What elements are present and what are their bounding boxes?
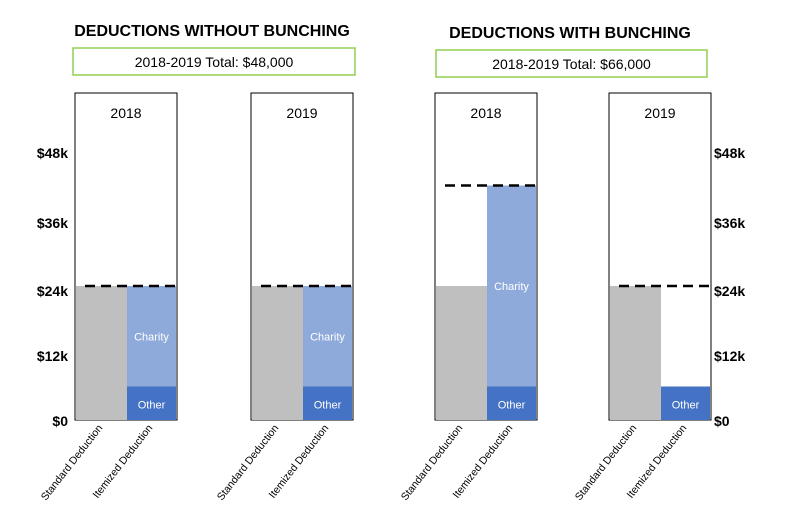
itemized-charity-bar-1-2018 [127, 286, 176, 387]
panel-year-1-2019: 2019 [286, 105, 317, 121]
chart-title-1: DEDUCTIONS WITHOUT BUNCHING [74, 23, 350, 40]
y-tick-left-36: $36k [37, 215, 68, 231]
y-tick-right-24: $24k [714, 283, 745, 299]
y-tick-right-48: $48k [714, 145, 745, 161]
chart-title-2: DEDUCTIONS WITH BUNCHING [449, 25, 691, 42]
segment-label-charity-1-2018: Charity [134, 331, 169, 343]
itemized-other-bar-2-2018 [487, 386, 536, 420]
panel-year-1-2018: 2018 [110, 105, 141, 121]
itemized-charity-bar-2-2018 [487, 185, 536, 387]
standard-bar-1-2019 [252, 286, 303, 420]
y-tick-left-12: $12k [37, 348, 68, 364]
itemized-other-bar-1-2019 [303, 386, 352, 420]
y-tick-left-0: $0 [52, 413, 68, 429]
itemized-charity-bar-1-2019 [303, 286, 352, 387]
segment-label-other-1-2019: Other [314, 399, 342, 411]
total-label-2: 2018-2019 Total: $66,000 [492, 56, 651, 72]
standard-bar-1-2018 [76, 286, 127, 420]
total-box-2 [435, 49, 708, 78]
segment-label-other-2-2019: Other [672, 399, 700, 411]
segment-label-charity-1-2019: Charity [310, 331, 345, 343]
segment-label-charity-2-2018: Charity [494, 281, 529, 293]
standard-bar-2-2019 [610, 286, 661, 420]
panel-year-2-2019: 2019 [644, 105, 675, 121]
total-box-1 [72, 47, 356, 76]
panel-year-2-2018: 2018 [470, 105, 501, 121]
y-tick-right-36: $36k [714, 215, 745, 231]
y-tick-right-0: $0 [714, 413, 730, 429]
y-tick-left-48: $48k [37, 145, 68, 161]
segment-label-other-1-2018: Other [138, 399, 166, 411]
y-tick-left-24: $24k [37, 283, 68, 299]
itemized-other-bar-1-2018 [127, 386, 176, 420]
y-tick-right-12: $12k [714, 348, 745, 364]
segment-label-other-2-2018: Other [498, 399, 526, 411]
total-label-1: 2018-2019 Total: $48,000 [135, 54, 294, 70]
standard-bar-2-2018 [436, 286, 487, 420]
itemized-other-bar-2-2019 [661, 386, 710, 420]
